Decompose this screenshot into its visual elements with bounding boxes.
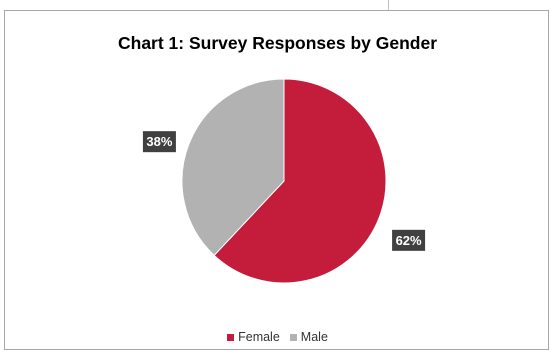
legend-label-female: Female xyxy=(238,330,280,344)
pie-chart: 62% 38% xyxy=(142,78,426,284)
legend-item-female: Female xyxy=(227,330,280,344)
chart-frame: Chart 1: Survey Responses by Gender 62% 3… xyxy=(4,10,549,350)
chart-legend: Female Male xyxy=(5,330,550,344)
data-label-text-female: 62% xyxy=(396,233,422,248)
data-label-text-male: 38% xyxy=(146,134,172,149)
legend-label-male: Male xyxy=(300,330,328,344)
data-label-male: 38% xyxy=(142,131,176,153)
page-divider-line xyxy=(388,0,389,10)
data-label-box-female xyxy=(392,229,426,251)
legend-swatch-female xyxy=(227,333,235,341)
chart-title: Chart 1: Survey Responses by Gender xyxy=(118,33,437,53)
pie-slice-male xyxy=(181,78,285,257)
legend-item-male: Male xyxy=(289,330,328,344)
data-label-female: 62% xyxy=(392,229,426,251)
data-label-box-male xyxy=(142,131,176,153)
legend-swatch-male xyxy=(289,333,297,341)
pie-slice-female xyxy=(213,78,387,284)
